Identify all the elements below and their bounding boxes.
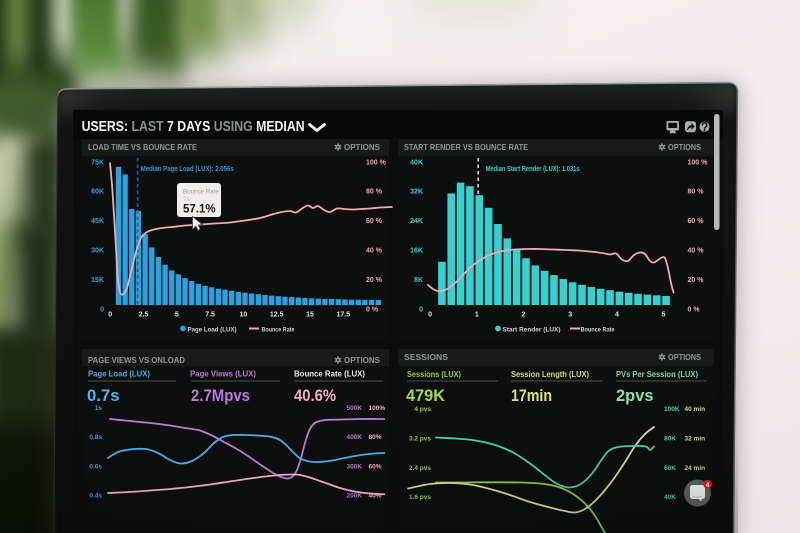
svg-text:0.4s: 0.4s — [89, 493, 102, 500]
svg-text:5: 5 — [662, 312, 666, 319]
svg-text:2.7Mpvs: 2.7Mpvs — [191, 386, 250, 405]
svg-text:17min: 17min — [511, 386, 552, 405]
svg-text:300K: 300K — [347, 463, 363, 470]
svg-text:57.1%: 57.1% — [183, 204, 216, 216]
svg-text:0.8s: 0.8s — [89, 434, 102, 441]
svg-text:Page Load (LUX): Page Load (LUX) — [88, 369, 150, 379]
svg-text:12.5: 12.5 — [270, 312, 284, 319]
svg-text:24 min: 24 min — [685, 465, 706, 472]
svg-text:17.5: 17.5 — [336, 312, 350, 319]
svg-text:3.2 pvs: 3.2 pvs — [409, 435, 431, 442]
svg-text:SESSIONS: SESSIONS — [404, 352, 448, 362]
svg-text:5: 5 — [175, 312, 179, 319]
svg-text:20 %: 20 % — [366, 277, 383, 284]
svg-text:32 min: 32 min — [685, 435, 706, 442]
svg-text:80%: 80% — [369, 434, 382, 441]
svg-text:32K: 32K — [410, 189, 423, 196]
svg-text:Bounce Rate: Bounce Rate — [183, 189, 219, 196]
svg-text:4: 4 — [706, 482, 710, 489]
svg-text:0: 0 — [428, 312, 432, 319]
svg-text:OPTIONS: OPTIONS — [344, 356, 381, 365]
svg-text:OPTIONS: OPTIONS — [668, 353, 702, 362]
svg-text:60K: 60K — [91, 189, 104, 196]
svg-text:LOAD TIME VS BOUNCE RATE: LOAD TIME VS BOUNCE RATE — [88, 142, 197, 152]
svg-text:30K: 30K — [91, 248, 104, 255]
svg-text:40.6%: 40.6% — [294, 386, 336, 405]
svg-text:200K: 200K — [347, 493, 363, 500]
svg-text:8K: 8K — [414, 277, 423, 284]
svg-text:15: 15 — [306, 312, 314, 319]
svg-text:60%: 60% — [369, 463, 382, 470]
svg-text:479K: 479K — [406, 386, 446, 405]
svg-text:Bounce Rate: Bounce Rate — [262, 327, 295, 334]
svg-text:60 %: 60 % — [366, 218, 383, 225]
svg-text:Session Length (LUX): Session Length (LUX) — [511, 369, 589, 379]
svg-text:USERS: LAST 7 DAYS USING MEDIA: USERS: LAST 7 DAYS USING MEDIAN — [82, 119, 305, 135]
svg-text:40K: 40K — [664, 494, 676, 501]
svg-text:OPTIONS: OPTIONS — [668, 143, 702, 152]
svg-text:Page Load (LUX): Page Load (LUX) — [188, 327, 237, 334]
svg-text:100K: 100K — [664, 406, 680, 413]
svg-text:Start Render (LUX): Start Render (LUX) — [503, 327, 561, 334]
svg-text:24K: 24K — [410, 218, 423, 225]
svg-text:0: 0 — [100, 306, 104, 313]
svg-text:500K: 500K — [347, 405, 363, 412]
svg-text:0: 0 — [108, 312, 112, 319]
svg-text:3: 3 — [568, 312, 572, 319]
svg-text:PAGE VIEWS VS ONLOAD: PAGE VIEWS VS ONLOAD — [88, 355, 185, 365]
svg-text:4: 4 — [615, 312, 619, 319]
svg-text:1s: 1s — [95, 405, 103, 412]
svg-text:0 %: 0 % — [366, 306, 379, 313]
svg-text:Bounce Rate (LUX): Bounce Rate (LUX) — [294, 369, 365, 379]
svg-text:Median Start Render (LUX): 1.0: Median Start Render (LUX): 1.031s — [486, 166, 580, 173]
svg-text:40 %: 40 % — [366, 248, 383, 255]
svg-text:60 %: 60 % — [688, 218, 705, 225]
svg-text:80 %: 80 % — [366, 189, 383, 196]
svg-text:7.5: 7.5 — [205, 312, 215, 319]
svg-text:PVs Per Session (LUX): PVs Per Session (LUX) — [616, 369, 698, 379]
svg-text:OPTIONS: OPTIONS — [344, 143, 381, 152]
svg-text:60K: 60K — [664, 465, 676, 472]
svg-text:40K: 40K — [410, 159, 423, 166]
svg-text:0.7s: 0.7s — [87, 386, 120, 405]
svg-text:0: 0 — [419, 306, 423, 313]
svg-text:4 pvs: 4 pvs — [414, 406, 431, 413]
svg-text:2pvs: 2pvs — [616, 386, 654, 405]
svg-text:75K: 75K — [91, 159, 104, 166]
svg-text:Page Views (LUX): Page Views (LUX) — [190, 369, 256, 379]
svg-text:100 %: 100 % — [366, 159, 387, 166]
svg-text:2: 2 — [522, 312, 526, 319]
svg-text:40 min: 40 min — [685, 406, 706, 413]
svg-text:0.6s: 0.6s — [89, 463, 102, 470]
svg-text:START RENDER VS BOUNCE RATE: START RENDER VS BOUNCE RATE — [404, 142, 528, 152]
svg-text:400K: 400K — [347, 434, 363, 441]
svg-text:10: 10 — [240, 312, 248, 319]
svg-text:40%: 40% — [369, 493, 382, 500]
svg-text:20 %: 20 % — [688, 277, 705, 284]
svg-text:1.6 pvs: 1.6 pvs — [409, 494, 431, 501]
svg-text:Bounce Rate: Bounce Rate — [581, 327, 615, 334]
svg-text:2.4 pvs: 2.4 pvs — [409, 465, 431, 472]
svg-text:100%: 100% — [369, 405, 386, 412]
svg-text:15K: 15K — [91, 277, 104, 284]
svg-text:80K: 80K — [664, 435, 676, 442]
svg-text:16K: 16K — [410, 248, 423, 255]
svg-text:2.5: 2.5 — [139, 312, 149, 319]
svg-text:1: 1 — [475, 312, 479, 319]
svg-text:45K: 45K — [91, 218, 104, 225]
svg-text:Sessions (LUX): Sessions (LUX) — [407, 369, 461, 379]
svg-text:0 %: 0 % — [688, 306, 701, 313]
svg-text:7s: 7s — [183, 196, 190, 203]
svg-text:100 %: 100 % — [688, 159, 709, 166]
svg-text:80 %: 80 % — [688, 189, 705, 196]
svg-text:Median Page Load (LUX): 2.056s: Median Page Load (LUX): 2.056s — [141, 166, 234, 173]
svg-text:40 %: 40 % — [688, 248, 705, 255]
